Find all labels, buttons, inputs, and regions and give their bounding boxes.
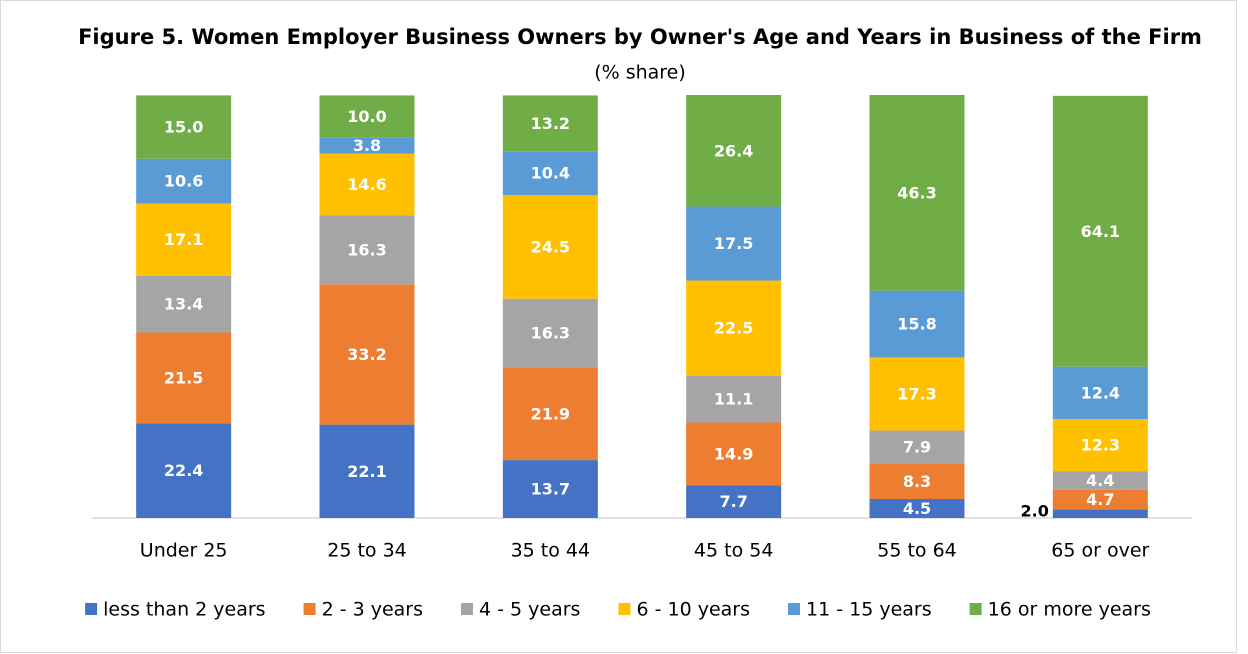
chart-title: Figure 5. Women Employer Business Owners… bbox=[78, 25, 1202, 49]
data-label: 26.4 bbox=[714, 141, 753, 160]
data-label: 2.0 bbox=[1020, 501, 1048, 520]
data-label: 15.0 bbox=[164, 118, 203, 137]
bar-segment bbox=[686, 206, 782, 281]
data-label: 12.4 bbox=[1081, 383, 1120, 402]
data-label: 22.4 bbox=[164, 461, 203, 480]
data-label: 21.9 bbox=[531, 404, 570, 423]
data-label: 7.7 bbox=[719, 492, 747, 511]
legend-label: 4 - 5 years bbox=[479, 599, 580, 621]
data-label: 4.5 bbox=[903, 499, 931, 518]
bar-segment bbox=[1052, 366, 1148, 420]
bar-segment bbox=[502, 367, 598, 461]
bar-segment bbox=[136, 158, 232, 204]
legend-marker bbox=[618, 603, 631, 615]
x-tick-label: 65 or over bbox=[1051, 540, 1149, 562]
bar-segment bbox=[502, 460, 598, 518]
bar-segment bbox=[136, 332, 232, 424]
bar-segment bbox=[502, 298, 598, 368]
bar-segment bbox=[869, 430, 965, 464]
bar-segment bbox=[686, 485, 782, 518]
legend-label: 2 - 3 years bbox=[322, 599, 423, 621]
data-label: 4.7 bbox=[1086, 490, 1114, 509]
bar-segment bbox=[136, 95, 232, 159]
bar-segment bbox=[686, 375, 782, 423]
data-label: 17.5 bbox=[714, 234, 753, 253]
legend-label: 6 - 10 years bbox=[636, 599, 750, 621]
bar-segment bbox=[319, 137, 415, 154]
bar-segment bbox=[136, 423, 232, 518]
chart-subtitle: (% share) bbox=[594, 62, 686, 84]
bar-segment bbox=[136, 275, 232, 333]
data-label: 4.4 bbox=[1086, 471, 1114, 490]
legend-marker bbox=[788, 603, 800, 615]
x-tick-label: 55 to 64 bbox=[877, 540, 957, 562]
data-label: 15.8 bbox=[897, 315, 936, 334]
data-label: 21.5 bbox=[164, 368, 203, 387]
data-label: 12.3 bbox=[1081, 436, 1120, 455]
data-label: 22.1 bbox=[347, 462, 386, 481]
legend-label: 11 - 15 years bbox=[806, 599, 932, 621]
data-label: 3.8 bbox=[353, 136, 381, 155]
legend-label: 16 or more years bbox=[988, 599, 1151, 621]
bar-segment bbox=[1052, 471, 1148, 490]
bar-segment bbox=[319, 95, 415, 138]
data-label: 16.3 bbox=[347, 240, 386, 259]
data-label: 17.1 bbox=[164, 230, 203, 249]
bar-segment bbox=[502, 151, 598, 196]
bar-segment bbox=[136, 203, 232, 276]
data-label: 7.9 bbox=[903, 438, 931, 457]
legend-marker bbox=[461, 603, 474, 615]
bar-segment bbox=[869, 498, 965, 518]
bar-segment bbox=[1052, 489, 1148, 510]
data-label: 22.5 bbox=[714, 319, 753, 338]
data-label: 64.1 bbox=[1081, 222, 1120, 241]
bar-segment bbox=[319, 424, 415, 518]
legend-marker bbox=[85, 603, 98, 615]
data-label: 11.1 bbox=[714, 390, 753, 409]
data-label: 13.7 bbox=[531, 480, 570, 499]
bar-segment bbox=[1052, 95, 1148, 367]
data-label: 17.3 bbox=[897, 384, 936, 403]
data-label: 14.6 bbox=[347, 175, 386, 194]
bar-segment bbox=[502, 195, 598, 299]
data-label: 10.0 bbox=[347, 107, 386, 126]
bar-segment bbox=[686, 422, 782, 486]
data-label: 10.4 bbox=[531, 164, 570, 183]
legend-marker bbox=[303, 603, 316, 615]
bar-segment bbox=[319, 215, 415, 285]
data-label: 10.6 bbox=[164, 172, 203, 191]
data-label: 13.2 bbox=[531, 114, 570, 133]
data-label: 14.9 bbox=[714, 444, 753, 463]
bar-segment bbox=[869, 357, 965, 431]
x-tick-label: 35 to 44 bbox=[511, 540, 591, 562]
bar-segment bbox=[1052, 419, 1148, 472]
x-tick-label: 45 to 54 bbox=[694, 540, 774, 562]
data-label: 33.2 bbox=[347, 345, 386, 364]
bar-segment bbox=[319, 153, 415, 216]
bar-segment bbox=[869, 290, 965, 358]
bar-segment bbox=[869, 463, 965, 499]
x-tick-label: 25 to 34 bbox=[327, 540, 407, 562]
data-label: 24.5 bbox=[531, 237, 570, 256]
legend-marker bbox=[969, 603, 982, 615]
data-label: 8.3 bbox=[903, 472, 931, 491]
bar-segment bbox=[686, 95, 782, 207]
bar-segment bbox=[686, 280, 782, 376]
x-tick-label: Under 25 bbox=[140, 540, 228, 562]
data-label: 16.3 bbox=[531, 324, 570, 343]
bar-segment bbox=[869, 95, 965, 291]
bar-segment bbox=[1052, 509, 1148, 518]
data-label: 46.3 bbox=[897, 183, 936, 202]
legend-label: less than 2 years bbox=[103, 599, 265, 621]
bar-segment bbox=[319, 284, 415, 425]
data-label: 13.4 bbox=[164, 295, 203, 314]
bar-segment bbox=[502, 95, 598, 152]
